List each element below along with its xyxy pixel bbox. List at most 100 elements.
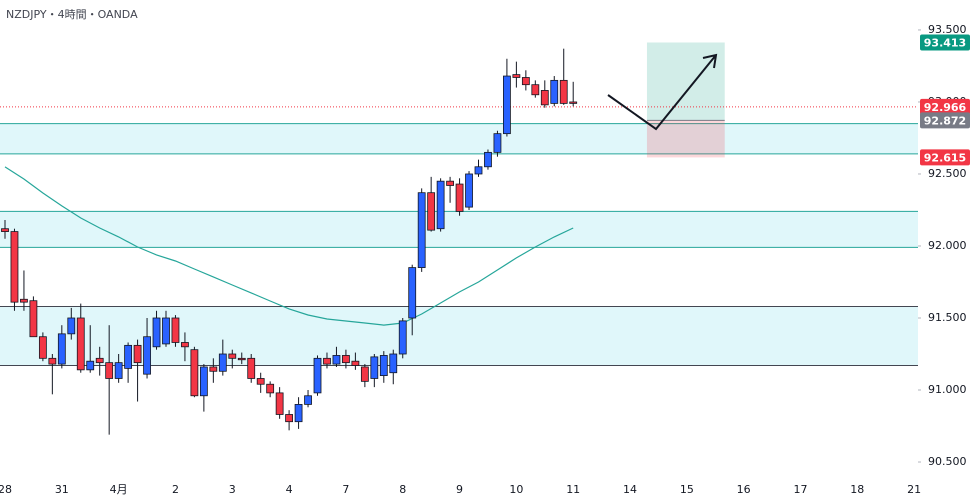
candle-body	[209, 366, 218, 372]
x-tick-label: 3	[229, 483, 236, 496]
x-tick-label: 10	[509, 483, 523, 496]
candle-body	[266, 383, 275, 394]
candle-body	[417, 192, 426, 268]
candle-body	[408, 267, 417, 319]
candle-body	[1, 228, 9, 232]
chart-title: NZDJPY・4時間・OANDA	[6, 8, 138, 21]
candle-body	[143, 336, 151, 375]
candle-body	[218, 353, 227, 372]
candle-body	[389, 353, 398, 374]
candle-body	[48, 357, 57, 365]
candle-body	[332, 355, 341, 365]
candle-body	[10, 231, 19, 303]
candle-body	[323, 357, 331, 365]
x-tick-label: 9	[456, 483, 463, 496]
projection-arrow	[607, 53, 718, 131]
candle-body	[436, 180, 445, 230]
candle-body	[313, 357, 322, 394]
candle-body	[569, 101, 578, 104]
price-tag	[920, 112, 970, 129]
candle-body	[275, 392, 284, 415]
x-tick-label: 4	[286, 483, 293, 496]
candle-body	[398, 320, 407, 355]
candle-body	[465, 173, 473, 208]
candle-body	[105, 362, 114, 379]
candle-body	[86, 360, 95, 371]
candle-body	[171, 317, 180, 343]
candle-body	[190, 349, 199, 397]
x-tick-label: 15	[680, 483, 694, 496]
candle-body	[427, 192, 436, 231]
y-tick-label: 91.500	[928, 311, 967, 324]
candle-body	[228, 353, 237, 359]
y-tick-label: 93.500	[928, 23, 967, 36]
x-tick-label: 18	[850, 483, 864, 496]
candle-body	[124, 344, 133, 369]
price-tag	[920, 98, 970, 115]
candle-body	[342, 355, 350, 364]
candle-body	[247, 357, 256, 379]
x-tick-label: 28	[0, 483, 12, 496]
candle-body	[351, 360, 360, 366]
y-tick-label: 90.500	[928, 455, 967, 468]
x-tick-label: 31	[55, 483, 69, 496]
candle-body	[540, 90, 549, 106]
candle-body	[20, 298, 28, 303]
price-tag	[920, 34, 970, 51]
moving-average	[4, 166, 574, 326]
candle-body	[379, 355, 388, 377]
target-area	[646, 42, 725, 121]
x-tick-label: 11	[566, 483, 580, 496]
x-tick-label: 7	[342, 483, 349, 496]
candle-body	[237, 357, 246, 361]
y-tick-label: 92.500	[928, 167, 967, 180]
candle-body	[29, 300, 38, 338]
candle-body	[181, 342, 189, 348]
candle-body	[133, 344, 142, 364]
candle-body	[38, 336, 47, 359]
candle-body	[550, 79, 559, 104]
candle-body	[57, 333, 66, 365]
candle-body	[95, 357, 104, 364]
candle-body	[493, 133, 502, 153]
x-tick-label: 2	[172, 483, 179, 496]
candle-body	[370, 356, 379, 379]
x-tick-label: 21	[907, 483, 921, 496]
candle-body	[256, 378, 265, 385]
zone	[0, 123, 918, 154]
price-tag	[920, 149, 970, 166]
candle-body	[67, 317, 76, 335]
stop-area	[646, 120, 725, 158]
candle-body	[446, 180, 454, 186]
candle-body	[360, 366, 369, 382]
candle-body	[76, 317, 85, 371]
candle-body	[199, 366, 208, 397]
candle-body	[503, 75, 511, 135]
x-tick-label: 14	[623, 483, 637, 496]
x-tick-label: 8	[399, 483, 406, 496]
zone	[0, 211, 918, 248]
candle-body	[521, 77, 530, 86]
candle-body	[152, 317, 161, 348]
candle-body	[531, 84, 540, 96]
candle-body	[474, 166, 483, 175]
candle-body	[114, 362, 123, 379]
price-tag-label: 92.966	[924, 101, 967, 114]
candle-body	[294, 404, 303, 423]
candle-body	[162, 317, 170, 345]
x-tick-label: 4月	[110, 483, 128, 496]
price-tag-label: 93.413	[924, 36, 966, 49]
candle-body	[559, 79, 568, 104]
y-tick-label: 91.000	[928, 383, 967, 396]
candle-body	[455, 183, 464, 212]
candle-body	[512, 74, 521, 78]
x-tick-label: 17	[793, 483, 807, 496]
x-tick-label: 16	[737, 483, 751, 496]
candle-body	[285, 414, 294, 423]
y-tick-label: 92.000	[928, 239, 967, 252]
price-tag-label: 92.872	[924, 114, 966, 127]
candle-body	[304, 395, 312, 405]
candle-body	[484, 151, 492, 168]
